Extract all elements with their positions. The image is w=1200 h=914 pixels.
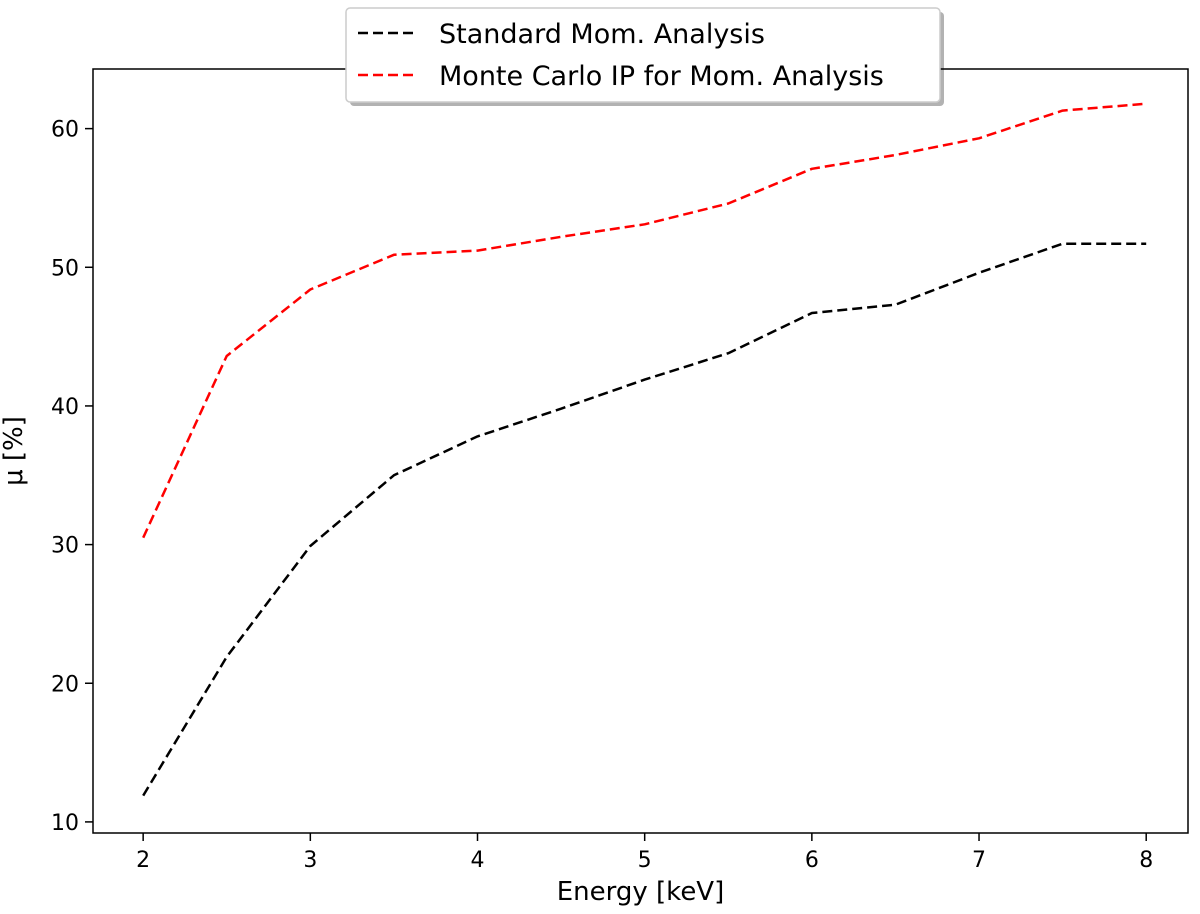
- y-axis: 10 20 30 40 50 60: [51, 118, 93, 836]
- x-tick-label: 6: [805, 848, 819, 873]
- series-line-2: [142, 102, 1147, 539]
- x-tick-label: 7: [972, 848, 986, 873]
- x-tick-label: 4: [471, 848, 485, 873]
- legend-box: [345, 7, 941, 103]
- legend-entries: Standard Mom. Analysis Monte Carlo IP for…: [358, 19, 884, 92]
- plot-area: [92, 68, 1189, 834]
- y-tick-label: 10: [51, 811, 79, 836]
- x-axis: 2 3 4 5 6 7 8: [136, 833, 1153, 873]
- y-tick-label: 30: [51, 534, 79, 559]
- plot-frame: [92, 68, 1189, 834]
- legend: Standard Mom. Analysis Monte Carlo IP for…: [345, 7, 944, 106]
- x-tick-label: 2: [136, 848, 150, 873]
- y-axis-label: μ [%]: [0, 416, 29, 486]
- x-axis-label: Energy [keV]: [557, 877, 725, 907]
- y-tick-label: 50: [51, 256, 79, 281]
- x-tick-label: 3: [303, 848, 317, 873]
- legend-label-2: Monte Carlo IP for Mom. Analysis: [439, 61, 884, 92]
- series-layer: [142, 102, 1147, 797]
- legend-label-1: Standard Mom. Analysis: [439, 19, 765, 50]
- y-tick-label: 40: [51, 395, 79, 420]
- y-tick-label: 20: [51, 672, 79, 697]
- series-line-1: [142, 242, 1147, 797]
- y-tick-label: 60: [51, 118, 79, 143]
- x-tick-label: 5: [638, 848, 652, 873]
- x-tick-label: 8: [1139, 848, 1153, 873]
